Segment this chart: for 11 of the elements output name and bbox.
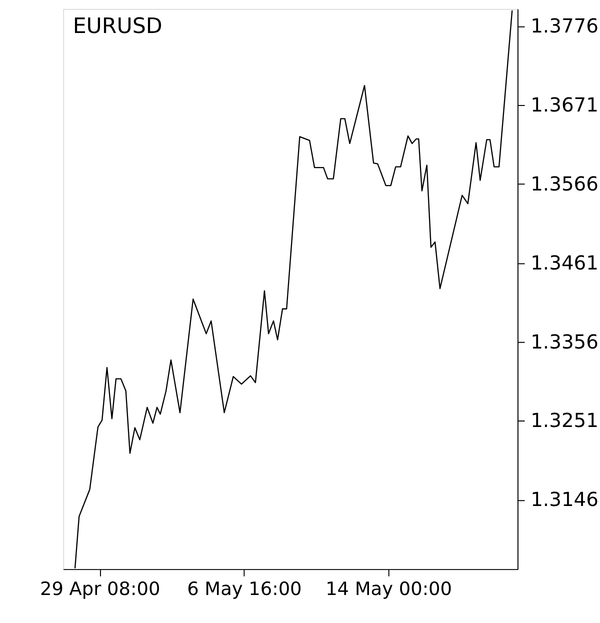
chart-title: EURUSD [72,14,162,40]
x-tick-label: 6 May 16:00 [187,578,302,600]
x-tick-label: 14 May 00:00 [326,578,452,600]
x-tick-label: 29 Apr 08:00 [40,578,160,600]
y-tick-label: 1.3671 [530,93,598,116]
y-tick-label: 1.3356 [530,330,598,354]
y-tick-label: 1.3776 [530,14,598,38]
y-tick-label: 1.3566 [530,172,598,196]
y-tick-label: 1.3251 [530,409,598,432]
y-tick-label: 1.3461 [530,251,598,274]
y-tick-label: 1.3146 [530,488,598,512]
